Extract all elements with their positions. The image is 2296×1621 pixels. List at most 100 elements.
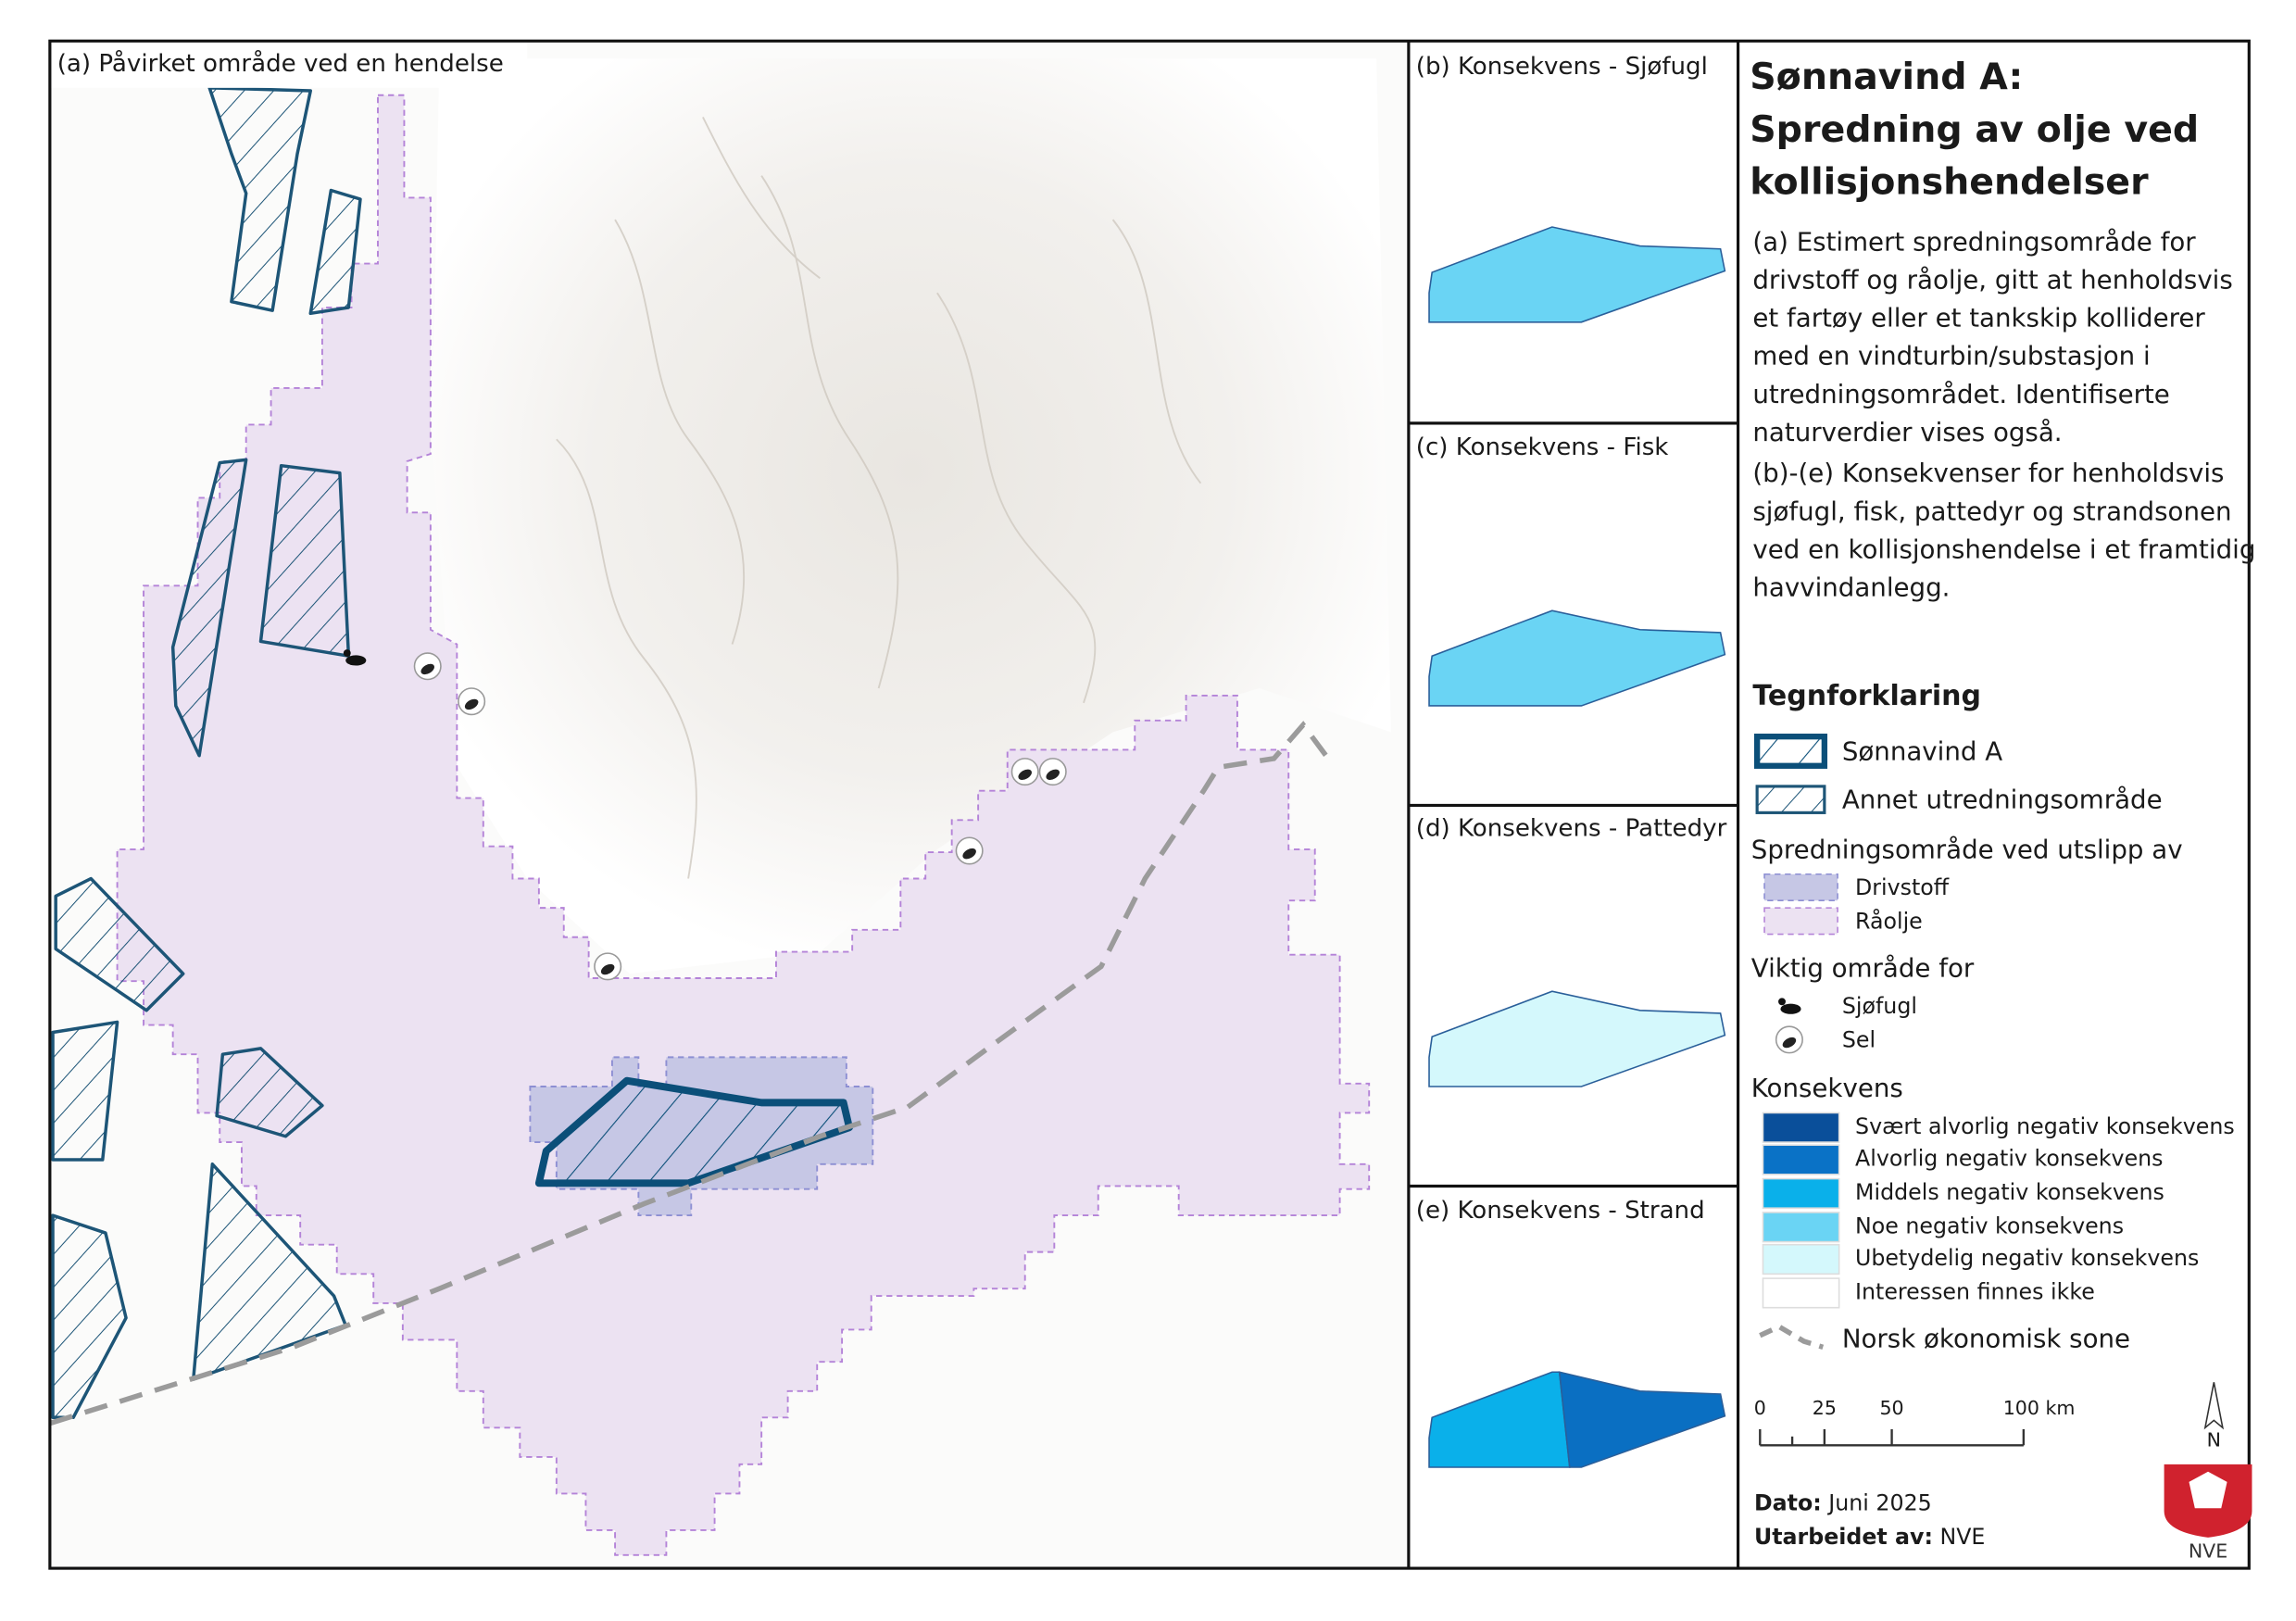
footer-value: NVE	[1940, 1523, 1986, 1549]
map-a: (a) Påvirket område ved en hendelse	[49, 41, 1409, 1569]
terrain-line	[614, 219, 746, 645]
title-line: Spredning av olje ved	[1750, 108, 2199, 151]
other-area	[51, 1020, 119, 1162]
footer-key: Utarbeidet av:	[1754, 1523, 1933, 1549]
north-arrow	[2203, 1382, 2225, 1430]
terrain-line	[702, 117, 821, 280]
legend-label: Sel	[1842, 1026, 1876, 1052]
seal-shapes	[420, 663, 1060, 975]
other-area	[54, 876, 185, 1012]
other-area	[51, 1213, 128, 1420]
eez-line	[49, 721, 1335, 1426]
panel-label: (e) Konsekvens - Strand	[1416, 1197, 1705, 1225]
legend-title: Tegnforklaring	[1752, 680, 1981, 712]
legend-swatch	[1763, 873, 1838, 902]
legend-label: Alvorlig negativ konsekvens	[1855, 1146, 2164, 1172]
scale-label: 25	[1813, 1397, 1837, 1419]
title-line: kollisjonshendelser	[1750, 161, 2149, 204]
scale-label: 50	[1879, 1397, 1903, 1419]
small-panels: (b) Konsekvens - Sjøfugl (c) Konsekvens …	[1416, 53, 1727, 1468]
terrain-line	[1111, 219, 1202, 484]
description-line: drivstoff og råolje, gitt at henholdsvis	[1752, 265, 2232, 295]
legend-label: Drivstoff	[1855, 874, 1950, 900]
seal-symbol	[1782, 1037, 1797, 1049]
logo-emblem	[2189, 1471, 2227, 1509]
description-line: sjøfugl, fisk, pattedyr og strandsonen	[1752, 496, 2231, 526]
legend-eez	[1759, 1324, 1825, 1351]
legend-swatch	[1763, 907, 1838, 936]
seal-shape	[600, 963, 615, 975]
legend-label: Interessen finnes ikke	[1855, 1278, 2095, 1304]
legend-swatch	[1762, 1212, 1840, 1243]
seabird-icon	[343, 649, 367, 666]
seal-shape	[464, 698, 479, 710]
legend-swatch	[1762, 1112, 1840, 1143]
description-line: ved en kollisjonshendelse i et framtidig	[1752, 534, 2255, 564]
other-areas	[51, 86, 362, 1420]
info-panel: Sønnavind A: Spredning av olje ved kolli…	[1750, 56, 2255, 1563]
scale-label: 100 km	[2003, 1397, 2076, 1419]
outer-frame	[48, 39, 2251, 1570]
legend-label: Sønnavind A	[1842, 736, 2002, 767]
logo-text: NVE	[2189, 1540, 2227, 1563]
footer-author: Utarbeidet av: NVE	[1754, 1523, 1985, 1549]
seabird-symbol	[1778, 998, 1786, 1006]
seal-shape	[1018, 769, 1032, 780]
legend-label: Annet utredningsområde	[1842, 785, 2163, 815]
seabird-symbol	[1780, 1003, 1801, 1014]
description-line: (b)-(e) Konsekvenser for henholdsvis	[1752, 458, 2224, 488]
footer-value: Juni 2025	[1826, 1489, 1931, 1515]
legend-label: Sjøfugl	[1842, 993, 1917, 1019]
other-area	[308, 188, 362, 316]
legend-swatch	[1762, 1243, 1840, 1275]
description-line: havvindanlegg.	[1752, 572, 1950, 603]
terrain-lines	[556, 117, 1202, 879]
legend-swatch	[1762, 1277, 1840, 1309]
consequence-shape	[1428, 609, 1726, 707]
scale-label: 0	[1754, 1397, 1766, 1419]
panel-label: (d) Konsekvens - Pattedyr	[1416, 814, 1727, 842]
legend-label: Norsk økonomisk sone	[1842, 1323, 2130, 1353]
scale-bar	[1759, 1428, 2026, 1447]
description-line: (a) Estimert spredningsområde for	[1752, 226, 2196, 257]
panel-label: (a) Påvirket område ved en hendelse	[57, 49, 504, 78]
legend-swatch	[1762, 1177, 1840, 1209]
label-box	[49, 41, 528, 88]
seabird-body	[345, 655, 367, 666]
description-line: utredningsområdet. Identifiserte	[1752, 379, 2169, 409]
legend-swatch	[1755, 785, 1826, 814]
raolje-area	[116, 94, 1371, 1556]
land-hillshade	[432, 58, 1391, 974]
panel-label: (c) Konsekvens - Fisk	[1416, 434, 1670, 461]
legend-label: Middels negativ konsekvens	[1855, 1179, 2164, 1205]
legend-label: Råolje	[1855, 908, 1923, 934]
terrain-line	[556, 438, 697, 879]
panel-label: (b) Konsekvens - Sjøfugl	[1416, 53, 1708, 81]
description-line: naturverdier vises også.	[1752, 417, 2062, 447]
other-area	[170, 458, 248, 758]
other-area	[207, 86, 312, 312]
title-line: Sønnavind A:	[1750, 56, 2023, 98]
footer-date: Dato: Juni 2025	[1754, 1489, 1932, 1515]
seal-shape	[1046, 769, 1060, 780]
legend-label: Ubetydelig negativ konsekvens	[1855, 1245, 2199, 1271]
legend-label: Svært alvorlig negativ konsekvens	[1855, 1113, 2235, 1139]
legend-subtitle: Konsekvens	[1751, 1073, 1903, 1103]
seabird-head	[343, 649, 351, 658]
legend-swatch	[1762, 1144, 1840, 1175]
description-line: med en vindturbin/substasjon i	[1752, 341, 2150, 371]
consequence-shape	[1428, 226, 1726, 323]
terrain-line	[936, 292, 1097, 704]
seal-shape	[420, 663, 434, 675]
legend-label: Noe negativ konsekvens	[1855, 1213, 2124, 1238]
consequence-shape	[1558, 1371, 1726, 1468]
legend-subtitle: Viktig område for	[1751, 953, 1975, 984]
description-line: et fartøy eller et tankskip kolliderer	[1752, 303, 2205, 333]
consequence-shape	[1428, 990, 1726, 1087]
seal-shape	[962, 848, 976, 860]
other-area	[215, 1047, 324, 1138]
north-label: N	[2207, 1429, 2221, 1451]
legend-swatch	[1753, 734, 1828, 769]
